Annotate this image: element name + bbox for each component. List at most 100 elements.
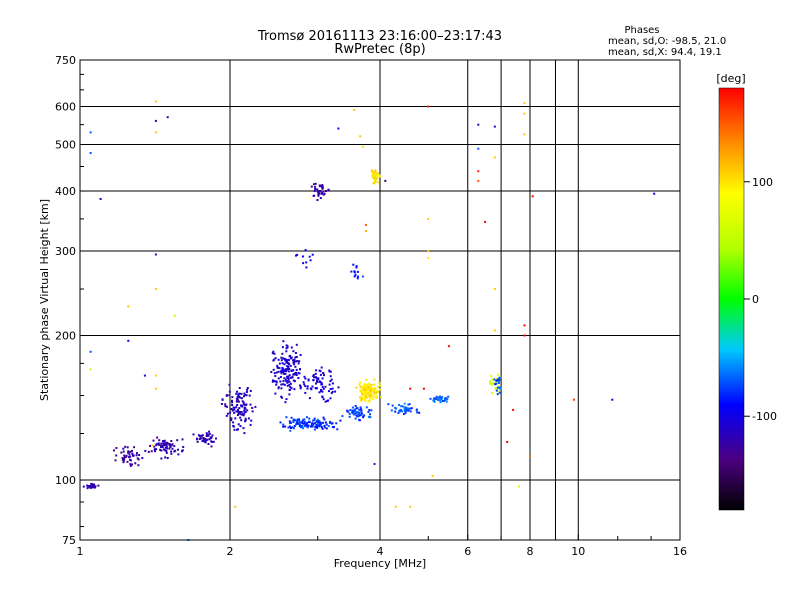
data-point (286, 384, 289, 387)
data-point (318, 380, 321, 383)
data-point (325, 423, 328, 426)
data-point (168, 447, 171, 450)
data-point (173, 445, 176, 448)
data-point (236, 410, 239, 413)
data-point (133, 446, 136, 449)
data-point (296, 418, 299, 421)
data-point (365, 384, 368, 387)
data-point (431, 474, 434, 477)
data-point (427, 257, 430, 260)
data-point (369, 413, 372, 416)
data-point (363, 414, 366, 417)
data-point (327, 399, 330, 402)
data-point (251, 410, 254, 413)
data-point (296, 360, 299, 362)
data-point (246, 409, 249, 412)
y-tick-label: 400 (55, 185, 76, 198)
data-point (275, 371, 278, 374)
data-point (367, 394, 370, 397)
data-point (611, 398, 614, 401)
y-tick-label: 200 (55, 330, 76, 343)
data-point (360, 398, 363, 401)
data-point (292, 361, 295, 363)
data-point (131, 452, 134, 455)
data-point (296, 253, 299, 256)
data-point (498, 376, 501, 379)
phases-title: Phases (624, 25, 659, 36)
data-point (441, 399, 444, 402)
data-point (370, 175, 373, 178)
data-point (292, 350, 295, 353)
data-point (318, 190, 321, 193)
data-point (279, 380, 282, 383)
data-point (235, 400, 238, 403)
data-point (319, 185, 321, 188)
data-point (331, 387, 334, 390)
data-point (302, 418, 305, 421)
data-point (397, 412, 400, 414)
data-point (360, 408, 363, 411)
data-point (285, 398, 288, 401)
data-point (374, 389, 377, 392)
data-point (232, 424, 235, 427)
data-point (208, 432, 211, 435)
data-point (86, 484, 89, 487)
data-point (427, 250, 430, 252)
data-point (334, 390, 337, 393)
data-point (221, 398, 224, 401)
data-point (303, 375, 306, 378)
data-point (350, 270, 353, 273)
data-point (374, 175, 377, 178)
data-point (447, 395, 450, 398)
data-point (365, 406, 368, 409)
data-point (356, 270, 359, 273)
data-point (245, 391, 248, 393)
data-point (208, 430, 210, 433)
data-point (202, 440, 205, 443)
data-point (93, 483, 96, 486)
data-point (174, 449, 177, 452)
data-point (244, 411, 247, 413)
data-point (445, 397, 448, 399)
data-point (316, 377, 319, 380)
data-point (299, 368, 301, 371)
data-point (374, 177, 376, 180)
data-point (309, 387, 312, 390)
data-point (363, 389, 365, 392)
data-point (439, 401, 442, 404)
data-point (279, 421, 282, 424)
data-point (129, 450, 132, 453)
data-point (271, 352, 274, 355)
data-point (360, 387, 363, 390)
data-point (141, 457, 144, 460)
data-point (362, 388, 365, 391)
data-point (306, 385, 309, 388)
data-point (354, 417, 357, 420)
data-point (304, 377, 307, 380)
data-point (168, 442, 171, 445)
data-point (298, 419, 301, 422)
data-point (170, 452, 173, 455)
data-point (330, 392, 333, 395)
data-point (395, 407, 398, 410)
data-point (248, 394, 251, 397)
data-point (243, 406, 246, 409)
data-point (572, 398, 575, 401)
data-point (400, 409, 403, 412)
data-point (315, 387, 318, 390)
data-point (497, 385, 500, 388)
data-point (244, 417, 247, 420)
data-point (435, 395, 438, 398)
data-point (89, 368, 92, 371)
data-point (97, 484, 100, 487)
data-point (285, 370, 288, 373)
data-point (321, 421, 324, 424)
data-point (374, 173, 377, 176)
data-point (311, 253, 314, 256)
data-point (372, 398, 375, 400)
data-point (204, 437, 207, 440)
data-point (335, 422, 338, 425)
chart-subtitle: RwPretec (8p) (334, 42, 425, 57)
data-point (300, 426, 302, 429)
